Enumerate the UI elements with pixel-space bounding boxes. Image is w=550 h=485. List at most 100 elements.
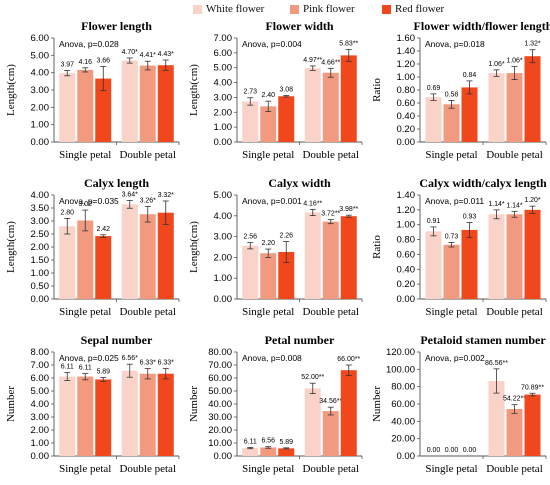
legend-item-white: White flower bbox=[193, 3, 264, 15]
y-tick-label: 2.00 bbox=[31, 102, 50, 113]
bar bbox=[304, 212, 321, 299]
data-label: 0.73 bbox=[445, 234, 459, 241]
y-tick-label: 0.00 bbox=[31, 137, 50, 148]
y-tick-label: 1.00 bbox=[397, 72, 416, 83]
y-tick-label: 4.00 bbox=[214, 211, 233, 222]
y-tick-label: 0.00 bbox=[31, 451, 50, 462]
data-label: 4.66** bbox=[321, 59, 340, 66]
data-label: 1.06* bbox=[488, 61, 505, 68]
data-label: 0.00 bbox=[445, 447, 459, 454]
y-tick-label: 8.00 bbox=[31, 347, 50, 358]
data-label: 34.56** bbox=[319, 398, 342, 405]
chart-panel-2: Flower width Length(cm) 0.00 1.00 2.00 3.00 4.… bbox=[188, 19, 363, 161]
data-label: 6.11 bbox=[79, 364, 92, 371]
y-axis-label: Length(cm) bbox=[5, 221, 17, 273]
bar bbox=[524, 56, 541, 143]
bar bbox=[260, 447, 277, 456]
y-tick-label: 80.00 bbox=[391, 382, 415, 393]
legend-label-pink: Pink flower bbox=[303, 3, 355, 15]
data-label: 86.56** bbox=[485, 360, 508, 367]
data-label: 4.43* bbox=[158, 51, 175, 58]
y-tick-label: 2.50 bbox=[31, 229, 50, 240]
y-tick-label: 1.00 bbox=[397, 220, 416, 231]
chart-title: Petal number bbox=[265, 333, 335, 347]
y-tick-label: 0.40 bbox=[397, 264, 416, 275]
bar bbox=[77, 220, 94, 299]
bar bbox=[77, 69, 94, 142]
data-label: 3.97 bbox=[60, 62, 74, 69]
bar bbox=[95, 379, 112, 456]
y-tick-label: 60.00 bbox=[208, 373, 232, 384]
bar bbox=[260, 253, 277, 299]
data-label: 0.00 bbox=[463, 447, 477, 454]
bar bbox=[322, 221, 339, 299]
x-tick-label: Single petal bbox=[242, 463, 294, 475]
x-tick-label: Double petal bbox=[119, 306, 176, 318]
y-tick-label: 40.00 bbox=[208, 399, 232, 410]
y-tick-label: 80.00 bbox=[208, 347, 232, 358]
y-axis-label: Ratio bbox=[371, 235, 383, 259]
bar bbox=[425, 231, 442, 299]
data-label: 2.73 bbox=[243, 89, 257, 96]
bar bbox=[488, 73, 505, 142]
bar bbox=[322, 72, 339, 142]
bar bbox=[443, 104, 460, 142]
y-tick-label: 0.00 bbox=[397, 137, 416, 148]
chart-panel-8: Petal number Number 0.00 10.00 20.00 30.00 40.… bbox=[188, 333, 363, 475]
bar bbox=[524, 394, 541, 456]
chart-title: Flower width/flower length bbox=[414, 19, 550, 33]
data-label: 54.22** bbox=[503, 396, 526, 403]
anova-annotation: Anova, p=0.028 bbox=[59, 39, 119, 49]
y-tick-label: 40.00 bbox=[391, 416, 415, 427]
x-tick-label: Single petal bbox=[425, 463, 477, 475]
bar bbox=[121, 204, 138, 299]
y-tick-label: 20.00 bbox=[391, 434, 415, 445]
y-tick-label: 0.00 bbox=[214, 137, 233, 148]
bar bbox=[157, 373, 174, 456]
chart-panel-4: Calyx length Length(cm) 0.00 0.50 1.00 1.50 2.… bbox=[5, 176, 180, 318]
legend-swatch-white bbox=[193, 4, 202, 14]
data-label: 52.00** bbox=[301, 374, 324, 381]
legend-item-pink: Pink flower bbox=[290, 3, 355, 15]
y-axis-label: Number bbox=[5, 386, 17, 422]
x-tick-label: Single petal bbox=[425, 306, 477, 318]
bar bbox=[77, 376, 94, 456]
data-label: 2.20 bbox=[261, 240, 275, 247]
y-tick-label: 0.60 bbox=[397, 98, 416, 109]
legend: White flower Pink flower Red flower bbox=[0, 0, 550, 16]
legend-swatch-red bbox=[382, 4, 391, 14]
data-label: 0.69 bbox=[427, 85, 441, 92]
data-label: 6.33* bbox=[140, 360, 157, 367]
y-tick-label: 5.00 bbox=[214, 63, 233, 74]
x-tick-label: Double petal bbox=[119, 149, 176, 161]
y-tick-label: 20.00 bbox=[208, 425, 232, 436]
data-label: 4.16 bbox=[78, 59, 92, 66]
data-label: 3.32* bbox=[158, 192, 175, 199]
bar bbox=[278, 251, 295, 299]
y-tick-label: 60.00 bbox=[391, 399, 415, 410]
y-tick-label: 4.00 bbox=[31, 399, 50, 410]
y-tick-label: 120.00 bbox=[386, 347, 415, 358]
bar bbox=[506, 214, 523, 299]
data-label: 0.93 bbox=[463, 213, 477, 220]
bar bbox=[121, 370, 138, 456]
bar bbox=[340, 216, 357, 299]
bar bbox=[59, 376, 76, 456]
data-label: 6.11 bbox=[244, 438, 257, 445]
anova-annotation: Anova, p=0.002 bbox=[425, 353, 485, 363]
bar bbox=[157, 212, 174, 299]
y-axis-label: Number bbox=[371, 386, 383, 422]
y-tick-label: 1.60 bbox=[397, 33, 416, 44]
data-label: 2.56 bbox=[243, 234, 257, 241]
data-label: 5.83** bbox=[339, 40, 358, 47]
bar bbox=[461, 87, 478, 142]
y-tick-label: 4.00 bbox=[31, 190, 50, 201]
anova-annotation: Anova, p=0.035 bbox=[59, 196, 119, 206]
y-tick-label: 10.00 bbox=[208, 438, 232, 449]
y-tick-label: 7.00 bbox=[31, 360, 50, 371]
data-label: 3.72** bbox=[321, 211, 340, 218]
x-tick-label: Double petal bbox=[302, 306, 359, 318]
y-axis-label: Length(cm) bbox=[188, 64, 200, 116]
y-tick-label: 3.00 bbox=[214, 92, 233, 103]
chart-panel-7: Sepal number Number 0.00 1.00 2.00 3.00 4.00 5.… bbox=[5, 333, 180, 475]
